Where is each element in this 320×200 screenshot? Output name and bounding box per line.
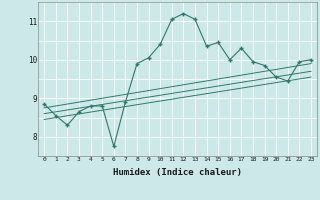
X-axis label: Humidex (Indice chaleur): Humidex (Indice chaleur) [113, 168, 242, 177]
